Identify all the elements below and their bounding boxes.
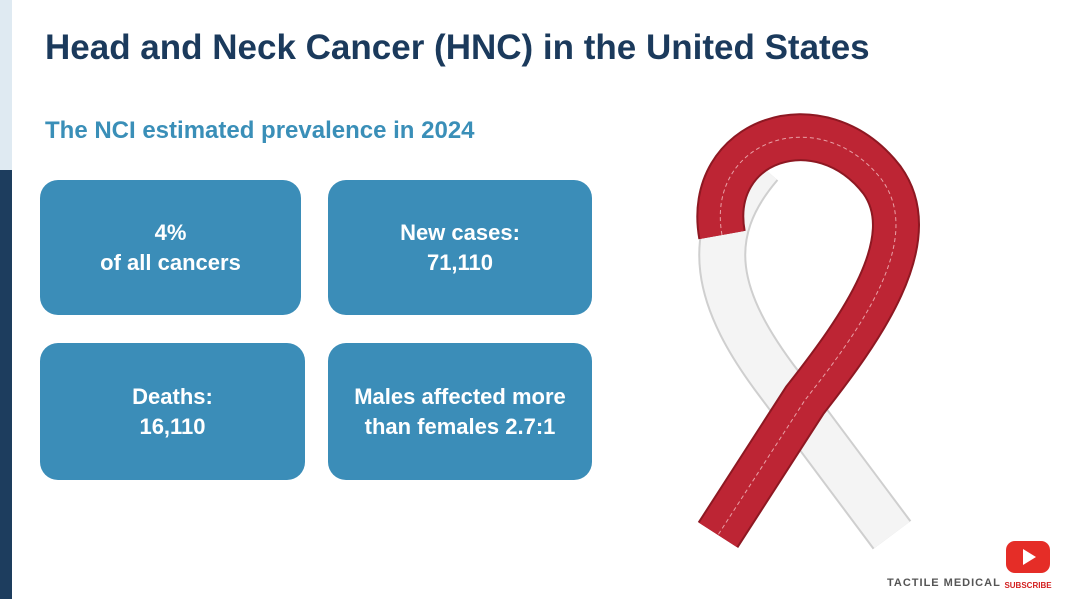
side-bar: [0, 170, 12, 599]
stat-text: than females 2.7:1: [364, 413, 556, 439]
subscribe-icon: [1006, 541, 1050, 573]
stat-text: 16,110: [139, 413, 206, 439]
ribbon-stitch: [717, 136, 897, 536]
stat-text: New cases:: [400, 219, 520, 245]
stat-box: 4% of all cancers: [40, 180, 301, 315]
stat-text: of all cancers: [100, 249, 241, 275]
stat-text: Deaths:: [132, 383, 213, 409]
subscribe-label: SUBSCRIBE: [1004, 581, 1052, 590]
stat-box: Deaths: 16,110: [40, 343, 305, 480]
stat-text: Males affected more: [354, 383, 566, 409]
stat-text: 71,110: [426, 249, 494, 275]
icon-play: [1023, 549, 1036, 565]
slide-title: Head and Neck Cancer (HNC) in the United…: [45, 28, 870, 67]
slide-subtitle: The NCI estimated prevalence in 2024: [45, 117, 475, 144]
stat-text: 4%: [154, 219, 187, 245]
brand-label: TACTILE MEDICAL: [887, 577, 1001, 589]
stat-box: Males affected more than females 2.7:1: [328, 343, 592, 480]
stat-box: New cases: 71,110: [328, 180, 592, 315]
ribbon: [696, 113, 920, 550]
corner-accent: [0, 0, 12, 170]
subscribe-button[interactable]: SUBSCRIBE: [1002, 540, 1054, 590]
